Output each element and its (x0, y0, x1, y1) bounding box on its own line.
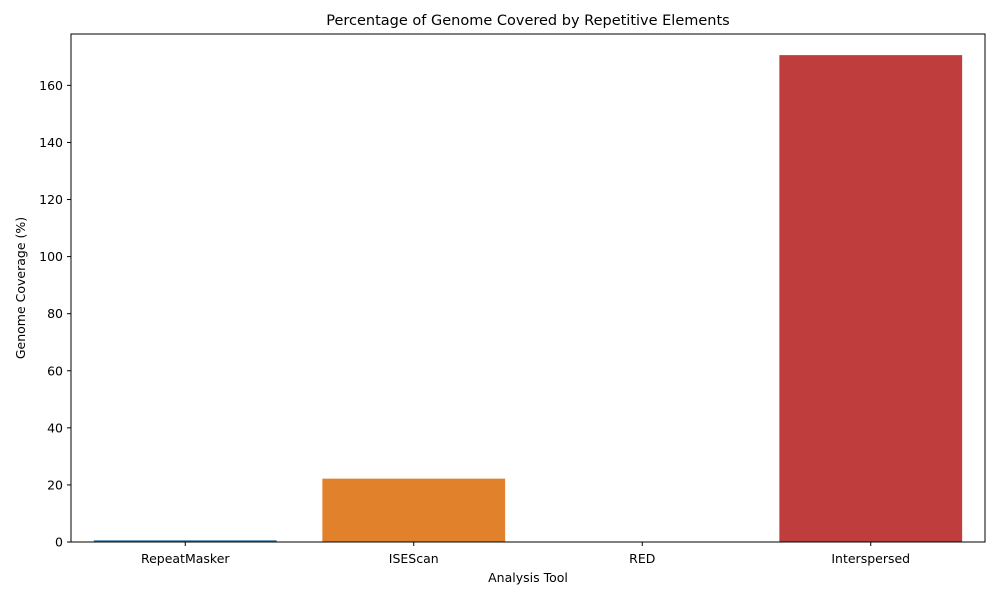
y-tick-label: 100 (39, 249, 63, 264)
y-tick-label: 20 (47, 477, 63, 492)
y-tick-label: 140 (39, 135, 63, 150)
bar-repeatmasker (93, 540, 277, 542)
y-tick-label: 40 (47, 420, 63, 435)
plot-frame (70, 33, 986, 543)
y-tick-label: 120 (39, 192, 63, 207)
bars-group (93, 55, 963, 542)
x-axis-ticks: RepeatMasker ISEScan RED Interspersed (141, 542, 910, 566)
y-axis-label: Genome Coverage (%) (13, 217, 28, 359)
y-tick-label: 0 (55, 535, 63, 550)
y-tick-label: 80 (47, 306, 63, 321)
x-axis-label: Analysis Tool (488, 570, 568, 585)
y-axis-ticks: 0 20 40 60 80 100 120 140 160 (39, 78, 71, 550)
chart-title: Percentage of Genome Covered by Repetiti… (326, 13, 730, 29)
y-tick-label: 60 (47, 363, 63, 378)
bar-isescan (322, 478, 506, 542)
x-tick-label: ISEScan (389, 551, 439, 566)
bar-interspersed (779, 55, 963, 542)
x-tick-label: RED (629, 551, 655, 566)
x-tick-label: Interspersed (831, 551, 910, 566)
x-tick-label: RepeatMasker (141, 551, 230, 566)
y-tick-label: 160 (39, 78, 63, 93)
